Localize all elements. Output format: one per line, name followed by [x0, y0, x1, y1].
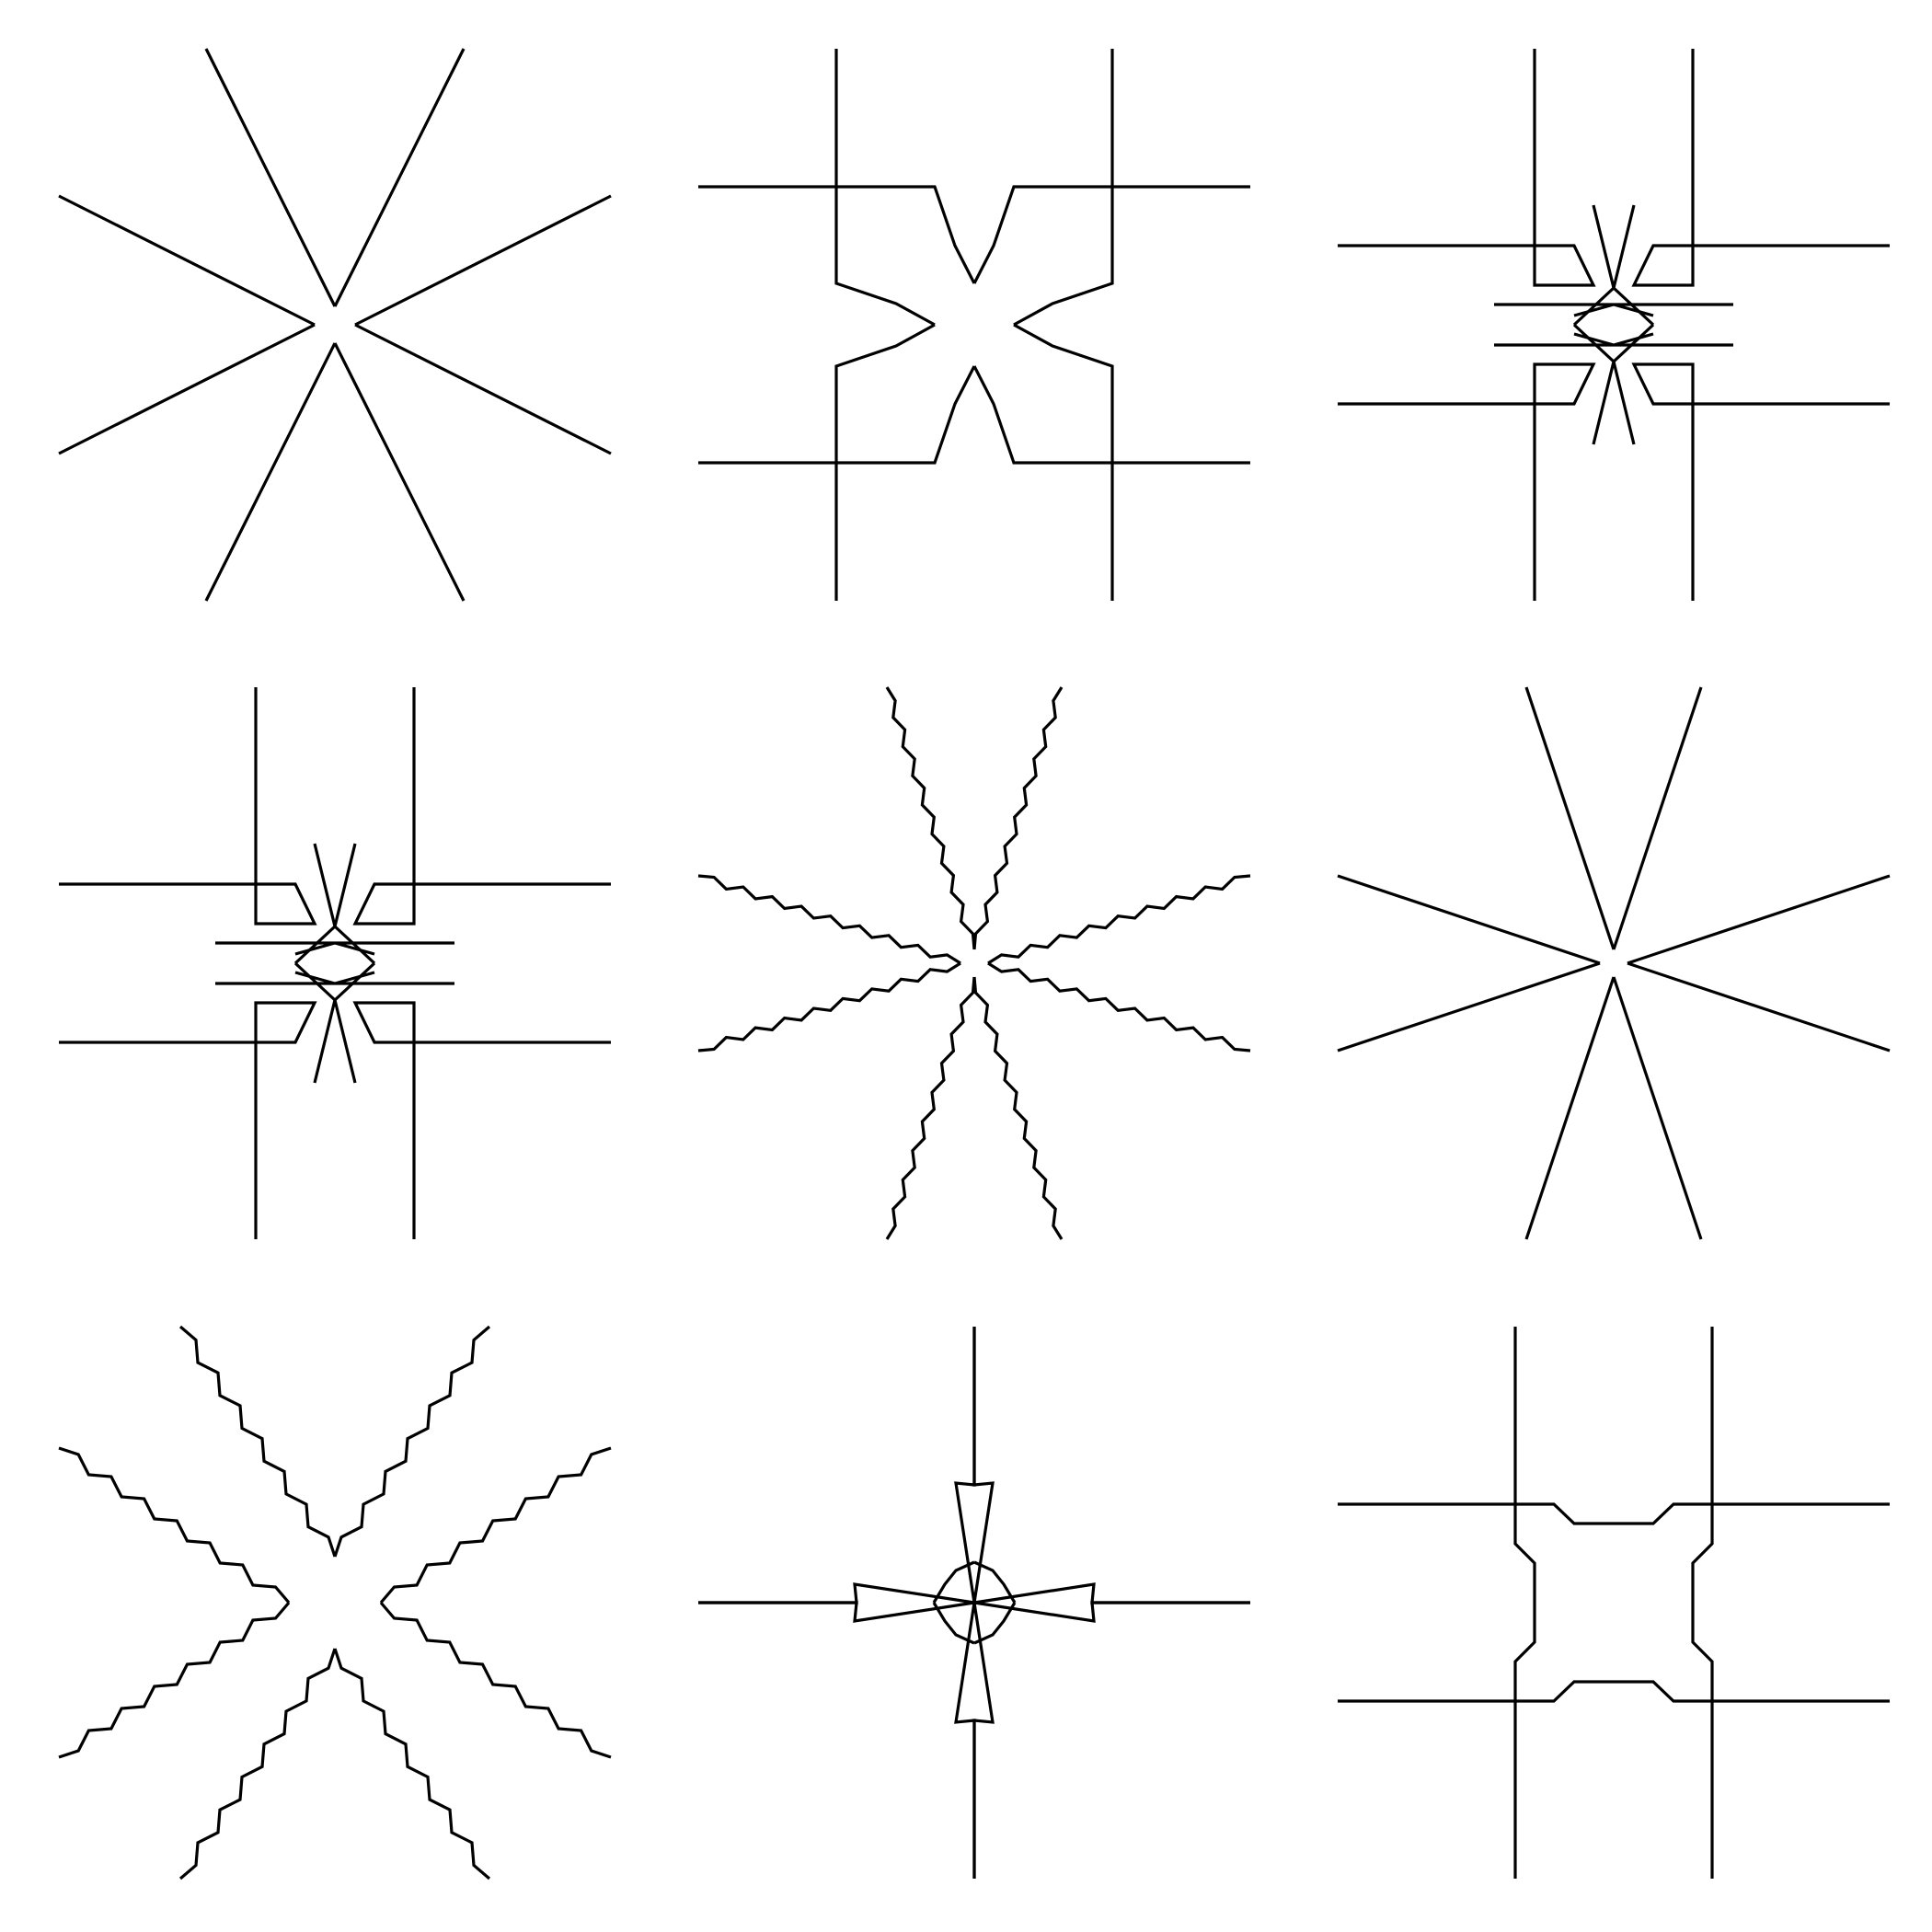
star-arm-vertical-3 — [204, 342, 337, 602]
lattice-top-2 — [972, 365, 1250, 465]
lattice-side-3 — [834, 323, 936, 601]
star-arm-vertical-0 — [1612, 686, 1703, 950]
lattice-frame-3 — [59, 1001, 317, 1239]
zigzag-arm-v-3 — [178, 1648, 337, 1880]
star-arm-vertical-0 — [333, 48, 466, 307]
tile-star-motif-plain-x-tall — [1337, 686, 1891, 1240]
lattice-frame-1 — [1338, 49, 1596, 287]
star-arm-vertical-1 — [1524, 686, 1616, 950]
lattice-top-3 — [698, 365, 976, 465]
star-arm-horizontal-1 — [1337, 874, 1601, 965]
zigzag-arm-h-2 — [379, 1601, 612, 1759]
lattice-frame-2 — [1631, 362, 1890, 601]
tile-square-lattice-motif-pinched — [698, 49, 1250, 601]
lattice-top-1 — [698, 185, 976, 284]
center-spike-h-3 — [1494, 332, 1615, 347]
tile-lattice-motif-spiked-center — [1338, 49, 1890, 601]
tile-square-lattice-motif-notched — [1338, 1327, 1890, 1879]
rosette-petal-2 — [973, 1602, 1017, 1645]
zigzag-arm-v-0 — [333, 1325, 491, 1558]
rosette-petal-3 — [932, 1602, 975, 1645]
cross-arm-h-1 — [698, 1582, 975, 1604]
star-arm-horizontal-3 — [1337, 961, 1601, 1052]
lattice-side-2 — [1013, 323, 1114, 601]
cross-arm-v-1 — [954, 1327, 976, 1604]
rosette-petal-0 — [973, 1560, 1017, 1604]
star-arm-horizontal-2 — [1627, 961, 1891, 1052]
lattice-frame-2 — [352, 1001, 611, 1239]
lattice-top-0 — [972, 185, 1250, 284]
lattice-frame-0 — [352, 687, 611, 926]
lattice-side-0 — [1013, 49, 1114, 327]
star-arm-vertical-1 — [204, 48, 337, 307]
notch-top-3 — [1338, 1680, 1614, 1703]
wavy-arm-v-0 — [972, 686, 1064, 950]
wavy-arm-v-1 — [885, 686, 976, 950]
lattice-frame-1 — [59, 687, 317, 926]
wavy-arm-v-3 — [885, 976, 976, 1240]
notch-top-0 — [1614, 1502, 1890, 1525]
lattice-side-1 — [834, 49, 936, 327]
tile-star-motif-plain-x — [58, 48, 612, 602]
tile-star-motif-zigzag-arms — [58, 1325, 612, 1880]
zigzag-arm-v-1 — [178, 1325, 337, 1558]
notch-top-2 — [1614, 1680, 1890, 1703]
star-arm-horizontal-0 — [1627, 874, 1891, 965]
wavy-arm-h-2 — [987, 961, 1251, 1052]
cross-arm-v-2 — [972, 1602, 995, 1879]
wavy-arm-h-0 — [987, 874, 1251, 965]
star-arm-vertical-3 — [1524, 976, 1616, 1240]
rosette-petal-1 — [932, 1560, 975, 1604]
tile-lattice-motif-spiked-center-variant — [59, 687, 611, 1239]
wavy-arm-v-2 — [972, 976, 1064, 1240]
notch-top-1 — [1338, 1502, 1614, 1525]
cross-arm-v-0 — [972, 1327, 995, 1604]
wavy-arm-h-3 — [697, 961, 961, 1052]
star-arm-horizontal-3 — [58, 323, 316, 455]
tile-star-motif-wavy-arms — [697, 686, 1251, 1240]
zigzag-arm-h-1 — [58, 1446, 291, 1604]
cross-arm-h-2 — [973, 1601, 1250, 1623]
notch-side-2 — [1691, 1603, 1714, 1879]
zigzag-arm-v-2 — [333, 1648, 491, 1880]
lattice-frame-3 — [1338, 362, 1596, 601]
star-arm-horizontal-1 — [58, 194, 316, 327]
wavy-arm-h-1 — [697, 874, 961, 965]
lattice-frame-0 — [1631, 49, 1890, 287]
tile-cross-motif-rosette-center — [698, 1327, 1250, 1879]
zigzag-arm-h-3 — [58, 1601, 291, 1759]
cross-arm-h-0 — [973, 1582, 1250, 1604]
cross-arm-v-3 — [954, 1602, 976, 1879]
center-spike-h-3 — [215, 971, 336, 985]
center-spike-h-1 — [215, 941, 336, 956]
cross-arm-h-3 — [698, 1601, 975, 1623]
notch-side-3 — [1513, 1603, 1536, 1879]
star-arm-horizontal-0 — [354, 194, 612, 327]
star-arm-horizontal-2 — [354, 323, 612, 455]
star-arm-vertical-2 — [333, 342, 466, 602]
star-arm-vertical-2 — [1612, 976, 1703, 1240]
notch-side-1 — [1513, 1327, 1536, 1603]
notch-side-0 — [1691, 1327, 1714, 1603]
zigzag-arm-h-0 — [379, 1446, 612, 1604]
center-spike-h-1 — [1494, 303, 1615, 317]
